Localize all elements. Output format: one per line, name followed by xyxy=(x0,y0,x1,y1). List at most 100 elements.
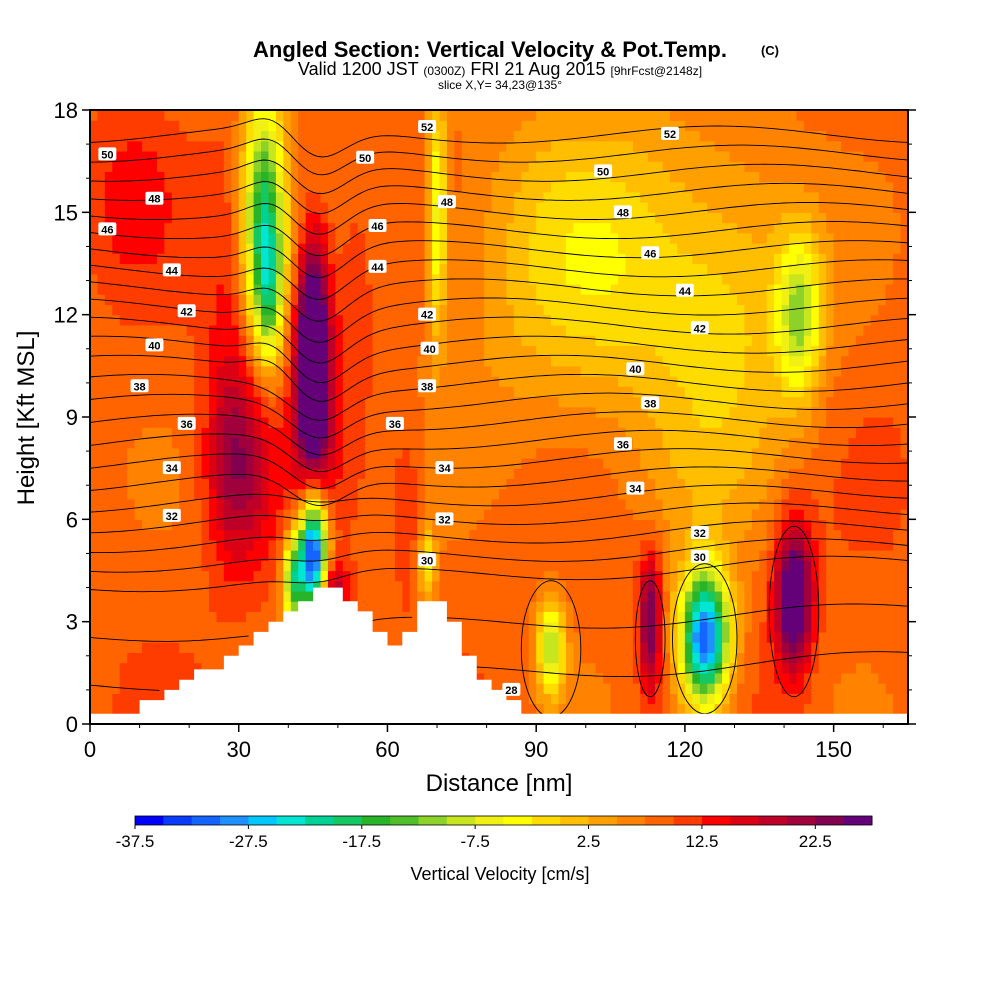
velocity-cell xyxy=(647,355,656,367)
velocity-cell xyxy=(127,263,136,275)
velocity-cell xyxy=(484,457,493,469)
velocity-cell xyxy=(320,161,329,172)
velocity-cell xyxy=(186,621,195,633)
velocity-cell xyxy=(357,283,366,295)
velocity-cell xyxy=(298,150,307,162)
velocity-cell xyxy=(119,181,128,193)
velocity-cell xyxy=(149,181,158,193)
velocity-cell xyxy=(171,294,180,306)
velocity-cell xyxy=(617,130,627,142)
velocity-cell xyxy=(409,519,418,531)
velocity-cell xyxy=(298,294,307,306)
velocity-cell xyxy=(216,212,225,224)
velocity-cell xyxy=(677,335,686,346)
velocity-cell xyxy=(513,621,522,633)
velocity-cell xyxy=(439,529,448,541)
velocity-cell xyxy=(261,406,270,418)
velocity-cell xyxy=(290,202,299,213)
velocity-cell xyxy=(142,283,151,295)
velocity-cell xyxy=(335,304,344,316)
velocity-cell xyxy=(380,294,389,306)
velocity-cell xyxy=(461,590,470,602)
velocity-cell xyxy=(194,202,203,213)
velocity-cell xyxy=(127,631,136,643)
velocity-cell xyxy=(283,181,292,193)
velocity-cell xyxy=(365,580,374,592)
velocity-cell xyxy=(632,222,641,234)
velocity-cell xyxy=(551,304,560,316)
velocity-cell xyxy=(662,345,671,357)
velocity-cell xyxy=(253,294,262,306)
velocity-cell xyxy=(194,437,203,449)
velocity-cell xyxy=(119,580,128,592)
velocity-cell xyxy=(647,202,656,213)
velocity-cell xyxy=(632,345,641,357)
velocity-cell xyxy=(536,202,545,213)
velocity-cell xyxy=(536,550,545,561)
velocity-cell xyxy=(305,304,314,316)
velocity-cell xyxy=(446,345,455,357)
velocity-cell xyxy=(313,386,322,398)
velocity-cell xyxy=(558,304,567,316)
velocity-cell xyxy=(305,560,314,572)
velocity-cell xyxy=(573,672,582,684)
velocity-cell xyxy=(313,457,322,469)
velocity-cell xyxy=(372,457,381,469)
velocity-cell xyxy=(565,427,574,439)
velocity-cell xyxy=(536,365,545,377)
velocity-cell xyxy=(409,396,418,408)
velocity-cell xyxy=(655,642,664,653)
velocity-cell xyxy=(104,406,113,418)
velocity-cell xyxy=(97,171,106,183)
velocity-cell xyxy=(588,683,597,694)
velocity-cell xyxy=(223,140,232,152)
velocity-cell xyxy=(320,396,329,408)
velocity-cell xyxy=(372,376,381,387)
velocity-cell xyxy=(662,601,671,613)
velocity-cell xyxy=(149,324,158,336)
velocity-cell xyxy=(350,120,359,132)
velocity-cell xyxy=(216,529,225,541)
velocity-cell xyxy=(580,509,589,520)
velocity-cell xyxy=(208,488,218,500)
velocity-cell xyxy=(573,345,582,357)
velocity-cell xyxy=(119,611,128,623)
velocity-cell xyxy=(446,232,455,244)
velocity-cell xyxy=(476,150,485,162)
velocity-cell xyxy=(543,253,552,265)
velocity-cell xyxy=(677,212,686,224)
velocity-cell xyxy=(543,642,552,653)
velocity-cell xyxy=(253,560,262,572)
velocity-cell xyxy=(223,560,232,572)
velocity-cell xyxy=(327,191,336,203)
velocity-cell xyxy=(387,140,396,152)
velocity-cell xyxy=(454,110,463,121)
velocity-cell xyxy=(617,457,627,469)
velocity-cell xyxy=(684,406,693,418)
velocity-cell xyxy=(670,509,679,520)
velocity-cell xyxy=(156,488,165,500)
velocity-cell xyxy=(142,550,151,561)
velocity-cell xyxy=(655,253,664,265)
velocity-cell xyxy=(699,181,708,193)
velocity-cell xyxy=(484,601,493,613)
velocity-cell xyxy=(610,130,619,142)
velocity-cell xyxy=(283,427,292,439)
velocity-cell xyxy=(476,601,485,613)
velocity-cell xyxy=(283,355,292,367)
velocity-cell xyxy=(246,263,255,275)
velocity-cell xyxy=(290,427,299,439)
velocity-cell xyxy=(149,120,158,132)
velocity-cell xyxy=(506,529,515,541)
velocity-cell xyxy=(617,304,627,316)
velocity-cell xyxy=(238,498,247,510)
velocity-cell xyxy=(298,161,307,172)
velocity-cell xyxy=(632,335,641,346)
velocity-cell xyxy=(469,324,478,336)
velocity-cell xyxy=(342,191,351,203)
velocity-cell xyxy=(491,243,500,254)
velocity-cell xyxy=(127,509,136,520)
velocity-cell xyxy=(90,335,99,346)
velocity-cell xyxy=(208,570,218,582)
velocity-cell xyxy=(625,457,634,469)
